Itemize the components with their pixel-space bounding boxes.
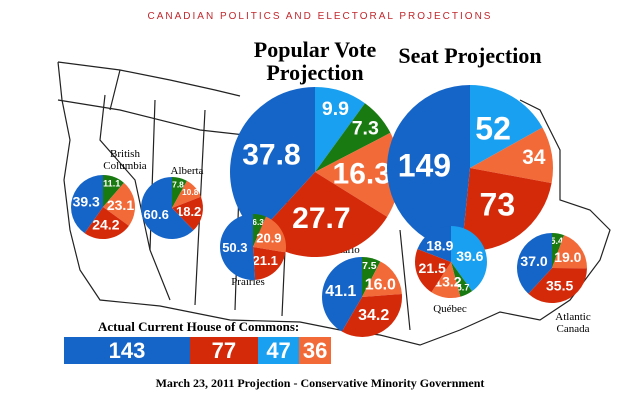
pie-label: 37.0 bbox=[520, 253, 547, 269]
pie-label: 7.3 bbox=[352, 118, 379, 140]
pie-label: 19.0 bbox=[554, 249, 581, 265]
pie-label: 21.5 bbox=[419, 260, 446, 276]
pie-slice-conservative bbox=[230, 87, 315, 235]
pie-slice-green bbox=[315, 103, 391, 172]
pie-slice-conservative bbox=[219, 214, 256, 280]
pie-label: 50.3 bbox=[222, 240, 247, 255]
pie-label: 39.6 bbox=[456, 248, 483, 264]
pie-label: 10.8 bbox=[182, 187, 199, 197]
border-bc-alberta bbox=[99, 94, 171, 301]
region-label-quebec: Québec bbox=[433, 303, 467, 315]
pie-slice-ndp bbox=[362, 261, 402, 297]
pie-label: 7.5 bbox=[362, 261, 377, 272]
pie-slice-liberal bbox=[415, 248, 451, 293]
pie-slice-liberal bbox=[172, 196, 203, 231]
pie-label: 34.2 bbox=[358, 307, 389, 324]
pie-1: 52 34 73 149 bbox=[387, 85, 553, 251]
blog-title: CANADIAN POLITICS AND ELECTORAL PROJECTI… bbox=[147, 11, 493, 22]
pie-slice-liberal bbox=[257, 172, 388, 257]
pie-slice-liberal bbox=[341, 293, 402, 337]
pie-0: 9.97.3 16.3 27.7 37.8 bbox=[230, 87, 400, 257]
pie-label: 20.9 bbox=[256, 231, 281, 246]
pie-label: 5.7 bbox=[457, 282, 470, 292]
pie-slice-green bbox=[172, 177, 187, 208]
pie-label: 39.3 bbox=[73, 194, 100, 210]
pie-slice-liberal bbox=[461, 168, 552, 251]
pie-2: 11.1 23.1 24.2 39.3 bbox=[70, 175, 135, 239]
pie-slice-liberal bbox=[253, 247, 286, 280]
pie-slice-green bbox=[451, 262, 473, 297]
pie-slice-green bbox=[362, 257, 381, 297]
pie-slice-liberal bbox=[528, 268, 587, 303]
pie-slice-green bbox=[552, 233, 565, 268]
pie-slice-green bbox=[103, 175, 124, 207]
pie-slice-ndp bbox=[552, 235, 587, 269]
pie-label: 35.5 bbox=[546, 278, 573, 294]
seat-projection-heading: Seat Projection bbox=[398, 43, 542, 68]
pie-slice-bloc bbox=[470, 85, 543, 168]
pie-4: 6.3 20.9 21.1 50.3 bbox=[219, 214, 286, 280]
footer-caption: March 23, 2011 Projection - Conservative… bbox=[155, 376, 485, 390]
pie-label: 18.2 bbox=[176, 204, 201, 219]
pie-label: 5.4 bbox=[550, 236, 564, 246]
pie-label: 23.1 bbox=[107, 197, 134, 213]
pie-slice-ndp bbox=[253, 216, 286, 253]
pie-slice-ndp bbox=[470, 127, 553, 184]
pie-label: 37.8 bbox=[242, 139, 300, 172]
pie-label: 16.3 bbox=[333, 157, 391, 190]
pie-label: 24.2 bbox=[92, 216, 119, 232]
pie-6: 39.6 5.713.221.5 18.9 bbox=[415, 226, 487, 298]
pie-5: 7.5 16.0 34.241.1 bbox=[322, 257, 402, 337]
pie-label: 34 bbox=[522, 146, 546, 169]
pie-label: 41.1 bbox=[325, 283, 356, 300]
pie-slice-ndp bbox=[315, 132, 400, 217]
pie-label: 18.9 bbox=[426, 238, 453, 254]
pie-slice-conservative bbox=[141, 177, 194, 239]
pie-slice-liberal bbox=[84, 207, 129, 239]
house-seats-conservative: 143 bbox=[64, 337, 190, 364]
pie-slice-ndp bbox=[103, 182, 135, 226]
house-seats-bloc: 47 bbox=[257, 337, 300, 364]
popular-vote-heading: Popular Vote Projection bbox=[253, 37, 377, 85]
region-label-alberta: Alberta bbox=[170, 165, 204, 177]
pie-label: 16.0 bbox=[365, 276, 396, 293]
pie-slice-conservative bbox=[70, 175, 103, 234]
house-seats-liberal: 77 bbox=[190, 337, 258, 364]
pie-slice-conservative bbox=[387, 85, 470, 251]
pie-label: 6.3 bbox=[252, 217, 264, 227]
house-title: Actual Current House of Commons: bbox=[98, 319, 300, 334]
pie-label: 11.1 bbox=[103, 179, 120, 189]
region-label-atlantic: Atlantic Canada bbox=[555, 311, 591, 335]
pie-label: 21.1 bbox=[253, 253, 278, 268]
pie-label: 7.8 bbox=[172, 180, 184, 190]
pie-slice-bloc bbox=[451, 226, 487, 292]
pie-slice-bloc bbox=[315, 87, 365, 172]
pie-slice-ndp bbox=[431, 262, 461, 298]
pie-3: 7.810.8 18.2 60.6 bbox=[141, 177, 203, 239]
map-outline bbox=[57, 61, 611, 346]
pie-7: 5.4 19.0 35.5 37.0 bbox=[517, 233, 587, 303]
pie-label: 9.9 bbox=[322, 98, 349, 120]
pie-label: 27.7 bbox=[292, 202, 350, 235]
pie-label: 13.2 bbox=[434, 274, 461, 290]
pie-slice-ndp bbox=[172, 180, 201, 208]
pie-slice-green bbox=[253, 214, 266, 247]
house-seats-ndp: 36 bbox=[299, 337, 331, 364]
pie-label: 52 bbox=[475, 111, 511, 147]
pie-slice-conservative bbox=[417, 226, 451, 262]
pie-label: 60.6 bbox=[144, 207, 169, 222]
pie-slice-conservative bbox=[322, 257, 362, 332]
pie-label: 73 bbox=[480, 187, 516, 223]
pie-slice-conservative bbox=[517, 233, 552, 294]
pie-label: 149 bbox=[398, 148, 451, 184]
region-label-bc: British Columbia bbox=[103, 148, 147, 172]
